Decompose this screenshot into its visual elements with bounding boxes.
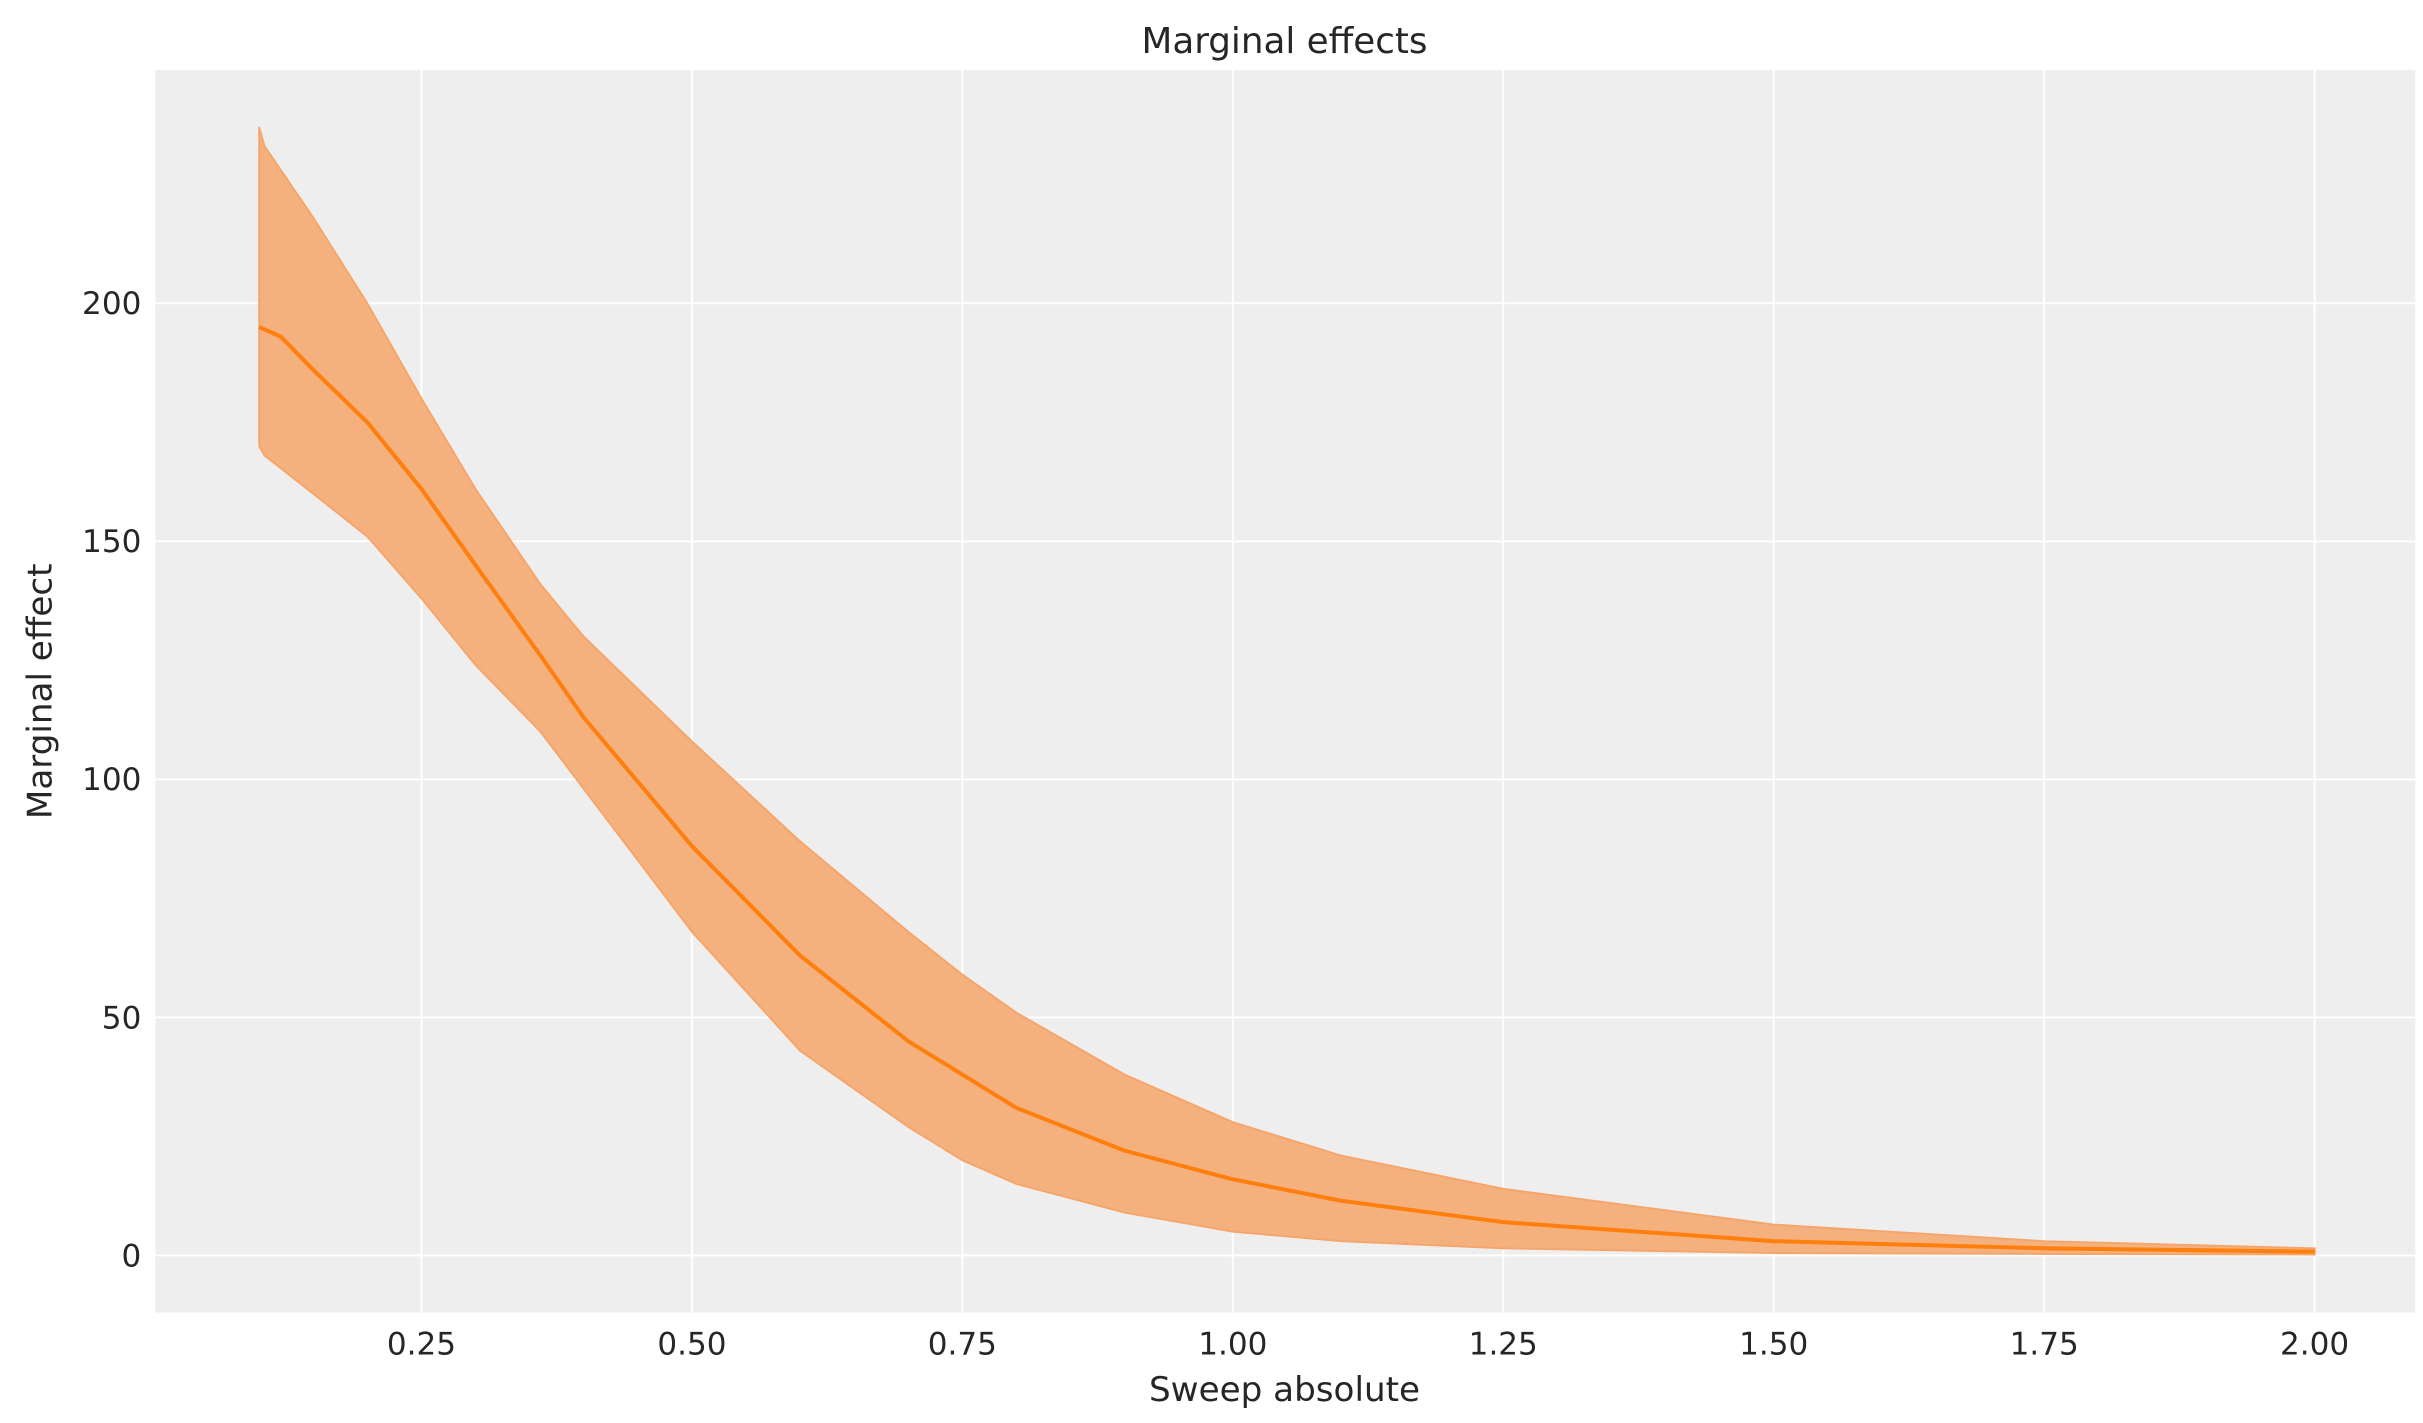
x-tick-label: 1.50 — [1739, 1327, 1808, 1363]
x-tick-label: 2.00 — [2280, 1327, 2349, 1363]
chart-title: Marginal effects — [1142, 21, 1428, 62]
marks — [258, 126, 2316, 1256]
x-axis-label: Sweep absolute — [1149, 1370, 1420, 1410]
y-tick-label: 100 — [82, 762, 141, 798]
y-axis-label: Marginal effect — [20, 563, 60, 819]
y-tick-label: 200 — [82, 286, 141, 322]
x-tick-label: 1.75 — [2010, 1327, 2079, 1363]
x-tick-label: 1.25 — [1469, 1327, 1538, 1363]
y-tick-label: 50 — [102, 1000, 142, 1036]
y-tick-label: 150 — [82, 524, 141, 560]
hdi-band — [258, 126, 2316, 1256]
grid — [155, 70, 2416, 1313]
y-tick-label: 0 — [122, 1238, 142, 1274]
ticks: 0.25 0.50 0.75 1.00 1.25 1.50 1.75 2.00 0 50 100 15… — [82, 286, 2349, 1362]
mean-line — [258, 325, 2315, 1254]
x-tick-label: 1.00 — [1198, 1327, 1267, 1363]
plot-background — [155, 70, 2416, 1313]
x-tick-label: 0.25 — [387, 1327, 456, 1363]
x-tick-label: 0.50 — [657, 1327, 726, 1363]
x-tick-label: 0.75 — [928, 1327, 997, 1363]
